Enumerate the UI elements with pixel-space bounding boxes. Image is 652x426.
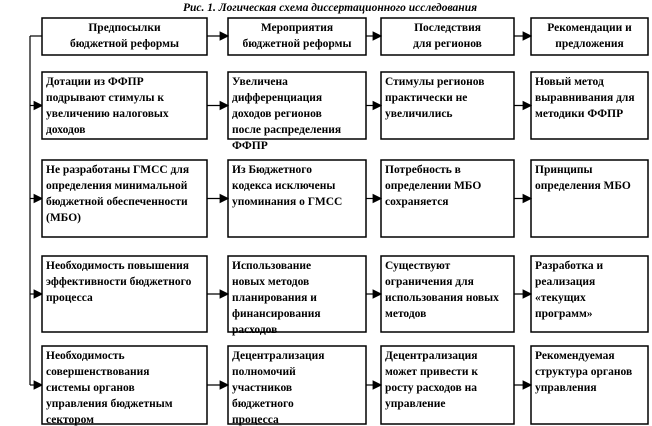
header-box [530,17,649,56]
cell-box-text: управления [535,382,597,394]
cell-box-text: ФФПР [232,140,268,152]
cell-box-text: структура органов [535,366,632,378]
cell-box-text: Потребность в [385,164,461,176]
cell-box-text: эффективности бюджетного [46,276,192,288]
cell-box-text: участников [232,382,292,394]
cell-box-text: Рекомендуемая [535,350,615,362]
cell-box-text: росту расходов на [385,382,477,394]
cell-box-text: процесса [46,292,93,304]
cell-box [380,159,515,238]
cell-box-text: (МБО) [46,212,81,224]
cell-box-text: после распределения [232,124,341,136]
cell-box-text: дифференциация [232,92,322,104]
cell-box-text: доходов регионов [232,108,322,120]
header-box-text: для регионов [413,38,482,50]
cell-box-text: доходов [46,124,86,136]
cell-box-text: Из Бюджетного [232,164,312,176]
cell-box-text: Существуют [385,260,451,272]
header-box [380,17,515,56]
cell-box-text: сектором [46,414,94,426]
cell-box-text: Децентрализация [385,350,477,362]
cell-box-text: Необходимость повышения [46,260,189,272]
cell-box-text: определении МБО [385,180,481,192]
cell-box-text: может привести к [385,366,478,378]
header-box-text: Предпосылки [88,22,161,34]
cell-box-text: увеличению налоговых [46,108,169,120]
cell-box [530,345,649,425]
cell-box [530,159,649,238]
cell-box-text: упоминания о ГМСС [232,196,342,208]
cell-box [227,255,367,333]
cell-box-text: бюджетного [232,398,294,410]
cell-box-text: управление [385,398,446,410]
cell-box-text: практически не [385,92,467,104]
cell-box [41,159,208,238]
cell-box-text: выравнивания для [535,92,635,104]
cell-box-text: Разработка и [535,260,603,272]
cell-box-text: реализация [535,276,595,288]
cell-box [41,71,208,140]
cell-box-text: программ» [535,308,593,320]
cell-box [380,345,515,425]
cell-box-text: полномочий [232,366,296,378]
cell-box-text: увеличились [385,108,453,120]
cell-box-text: сохраняется [385,196,449,208]
cell-box [530,71,649,140]
cell-box-text: расходов [232,324,277,336]
cell-box-text: Не разработаны ГМСС для [46,164,189,176]
cell-box-text: системы органов [46,382,135,394]
cell-box-text: новых методов [232,276,309,288]
header-box-text: бюджетной реформы [243,38,352,50]
cell-box-text: Новый метод [535,76,604,88]
cell-box-text: подрывают стимулы к [46,92,164,104]
header-box-text: Последствия [414,22,481,34]
cell-box-text: совершенствования [46,366,150,378]
cell-box [227,159,367,238]
header-box-text: бюджетной реформы [70,38,179,50]
cell-box [41,255,208,333]
header-box-text: предложения [555,38,623,50]
cell-box-text: методов [385,308,426,320]
cell-box [380,71,515,140]
cell-box-text: бюджетной обеспеченности [46,196,188,208]
cell-box-text: кодекса исключены [232,180,335,192]
cell-box-text: определения МБО [535,180,631,192]
cell-box-text: использования новых [385,292,499,304]
cell-box-text: финансирования [232,308,321,320]
title: Рис. 1. Логическая схема диссертационног… [183,2,477,14]
cell-box-text: управления бюджетным [46,398,173,410]
header-box-text: Рекомендации и [547,22,632,34]
cell-box-text: ограничения для [385,276,474,288]
cell-box [41,345,208,425]
cell-box-text: Необходимость [46,350,125,362]
header-box [227,17,367,56]
cell-box-text: определения минимальной [46,180,188,192]
cell-box-text: Стимулы регионов [385,76,484,88]
cell-box [530,255,649,333]
cell-box-text: Децентрализация [232,350,324,362]
cell-box-text: Использование [232,260,311,272]
header-box-text: Мероприятия [261,22,333,34]
cell-box-text: «текущих [535,292,586,304]
cell-box-text: планирования и [232,292,317,304]
cell-box [227,71,367,140]
cell-box-text: процесса [232,414,279,426]
cell-box-text: Дотации из ФФПР [46,76,144,88]
cell-box-text: методики ФФПР [535,108,623,120]
cell-box-text: Увеличена [232,76,288,88]
cell-box-text: Принципы [535,164,592,176]
cell-box [380,255,515,333]
